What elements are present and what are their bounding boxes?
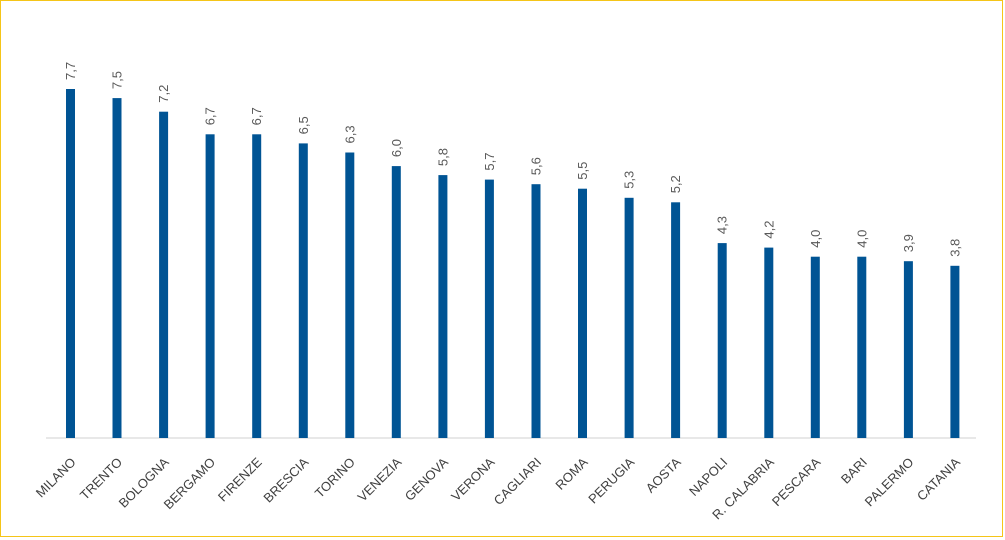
bar	[950, 265, 960, 438]
category-label: CAGLIARI	[491, 455, 545, 509]
bar	[112, 98, 122, 438]
value-label: 6,5	[296, 116, 311, 134]
bar	[205, 134, 215, 439]
value-label: 4,3	[715, 216, 730, 234]
category-label: NAPOLI	[686, 455, 730, 499]
category-label: CATANIA	[914, 454, 963, 503]
value-label: 5,3	[622, 171, 637, 189]
category-label: BRESCIA	[260, 454, 311, 505]
bar	[531, 184, 541, 438]
bar	[66, 89, 75, 438]
bar	[345, 152, 355, 438]
bar	[252, 134, 262, 439]
value-label: 4,0	[854, 230, 869, 248]
bars-group	[66, 89, 960, 439]
bar	[298, 143, 308, 438]
category-label: PALERMO	[862, 455, 917, 510]
bar	[438, 175, 448, 438]
value-label: 5,2	[668, 175, 683, 193]
bar	[484, 179, 494, 438]
category-label: AOSTA	[643, 454, 684, 495]
value-label: 7,2	[156, 85, 171, 103]
value-label: 5,7	[482, 153, 497, 171]
value-label: 6,7	[249, 107, 264, 125]
category-label: ROMA	[552, 454, 590, 492]
value-label: 3,9	[901, 234, 916, 252]
value-label: 5,8	[435, 148, 450, 166]
value-label: 6,7	[203, 107, 218, 125]
bar	[391, 166, 401, 438]
category-label: BARI	[838, 455, 870, 487]
category-label: TORINO	[312, 455, 358, 501]
bar	[671, 202, 681, 438]
value-label: 5,5	[575, 162, 590, 180]
bar	[764, 247, 774, 438]
value-label: 7,5	[110, 71, 125, 89]
bar	[717, 243, 727, 438]
value-labels-group: 7,7 7,5 7,2 6,7 6,7 6,5 6,3 6,0 5,8 5,7 5,6 5,5 5,3 5…	[63, 62, 962, 257]
bar	[159, 111, 169, 438]
category-label: VENEZIA	[354, 454, 404, 504]
bar	[578, 188, 587, 438]
category-label: PESCARA	[769, 454, 824, 509]
value-label: 5,6	[529, 157, 544, 175]
value-label: 6,3	[342, 125, 357, 143]
bar	[857, 256, 867, 438]
category-label: MILANO	[33, 455, 79, 501]
category-label: GENOVA	[402, 454, 451, 503]
category-label: TRENTO	[77, 455, 125, 503]
bar	[903, 261, 913, 438]
bar	[810, 256, 820, 438]
category-labels-group: MILANOTRENTOBOLOGNABERGAMOFIRENZEBRESCIA…	[33, 454, 963, 522]
value-label: 6,0	[389, 139, 404, 157]
value-label: 4,0	[808, 230, 823, 248]
category-label: PERUGIA	[585, 454, 637, 506]
bar	[624, 197, 634, 438]
value-label: 3,8	[947, 239, 962, 257]
value-label: 4,2	[761, 221, 776, 239]
category-label: FIRENZE	[215, 454, 265, 504]
value-label: 7,7	[63, 62, 78, 80]
